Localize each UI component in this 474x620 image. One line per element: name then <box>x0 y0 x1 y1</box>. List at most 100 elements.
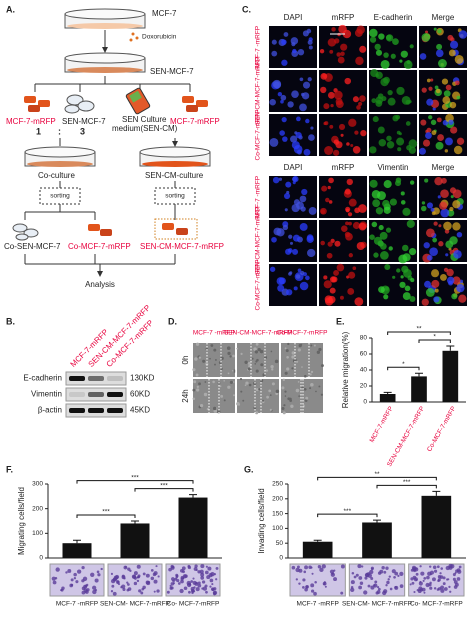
column-header: mRFP <box>332 13 355 22</box>
texture <box>310 344 313 347</box>
stained-cell <box>117 583 121 586</box>
stained-cell <box>166 590 170 594</box>
stained-cell <box>370 585 375 590</box>
stained-cell <box>200 572 205 577</box>
stained-cell <box>140 591 144 595</box>
cell <box>426 202 434 209</box>
cell <box>425 132 432 139</box>
cell <box>350 143 354 147</box>
texture <box>244 384 247 387</box>
panel-label: G. <box>244 464 254 474</box>
texture <box>196 388 200 392</box>
cell <box>320 240 325 246</box>
bar <box>302 541 333 558</box>
stained-cell <box>133 581 138 586</box>
stained-cell <box>112 591 117 596</box>
blot-band <box>107 392 123 397</box>
cell <box>408 139 418 148</box>
cell <box>420 205 427 212</box>
significance-bracket <box>317 476 437 481</box>
texture <box>291 355 295 359</box>
text: 1 <box>36 126 41 136</box>
cell <box>435 49 444 58</box>
cell <box>436 43 443 50</box>
x-tick-label: SEN-CM-MCF-7-mRFP <box>386 405 426 468</box>
stained-cell <box>321 564 326 569</box>
texture <box>198 356 202 359</box>
stained-cell <box>51 576 56 581</box>
cell <box>399 281 406 289</box>
stained-cell <box>449 590 452 593</box>
cell <box>359 45 367 53</box>
stained-cell <box>359 581 364 585</box>
cell <box>307 39 313 45</box>
cell <box>352 221 361 230</box>
stained-cell <box>442 582 446 586</box>
significance-bracket <box>76 514 136 518</box>
stained-cell <box>215 566 219 570</box>
texture <box>237 403 241 406</box>
bar <box>421 495 452 558</box>
row-label: SEN-CM-MCF-7-mRFP <box>255 57 262 125</box>
cell <box>338 123 346 131</box>
stained-cell <box>94 578 99 583</box>
cell <box>444 229 450 234</box>
cell <box>387 89 393 96</box>
stained-cell <box>150 569 154 572</box>
stained-cell <box>413 590 416 594</box>
cell <box>290 135 298 143</box>
stained-cell <box>353 575 357 579</box>
dish <box>24 146 96 167</box>
cell <box>387 97 396 106</box>
cell <box>377 126 385 134</box>
significance-label: *** <box>344 508 352 515</box>
cell <box>421 87 427 93</box>
cell <box>403 268 412 278</box>
cell <box>323 275 328 280</box>
text: MCF-7-mRFP <box>170 117 220 126</box>
stained-cell <box>367 584 371 588</box>
y-axis-label: Migrating cells/field <box>17 487 26 555</box>
cell <box>333 149 340 156</box>
stained-cell <box>385 566 389 570</box>
cell <box>438 224 442 228</box>
cell <box>276 277 285 286</box>
cell <box>287 248 293 253</box>
stained-cell <box>361 565 364 568</box>
texture <box>295 360 299 363</box>
cell <box>404 285 411 292</box>
texture <box>232 354 235 358</box>
texture <box>236 347 239 350</box>
cell <box>421 33 431 42</box>
cell <box>405 121 411 126</box>
cell <box>441 78 449 85</box>
blot-band <box>88 376 104 381</box>
texture <box>254 350 259 354</box>
stained-cell <box>184 574 188 578</box>
texture <box>309 387 312 390</box>
cell <box>443 90 451 98</box>
stained-cell <box>340 591 344 595</box>
stained-cell <box>85 583 89 587</box>
error-bar <box>432 490 441 496</box>
cell <box>271 50 278 57</box>
y-tick-label: 300 <box>32 481 43 488</box>
stained-cell <box>357 564 362 569</box>
cell <box>308 206 317 215</box>
texture <box>290 404 294 408</box>
texture <box>288 397 292 401</box>
cell <box>434 176 443 186</box>
blot-band <box>69 408 85 413</box>
y-tick-label: 0 <box>39 555 43 562</box>
cell <box>321 185 328 192</box>
stained-cell <box>180 577 184 581</box>
cell <box>306 235 314 243</box>
cell <box>445 137 453 146</box>
cell <box>452 222 461 231</box>
cell <box>330 103 334 108</box>
stained-cell <box>92 585 97 590</box>
stained-cell <box>303 570 307 574</box>
stained-cell <box>419 565 422 568</box>
texture <box>244 360 248 364</box>
